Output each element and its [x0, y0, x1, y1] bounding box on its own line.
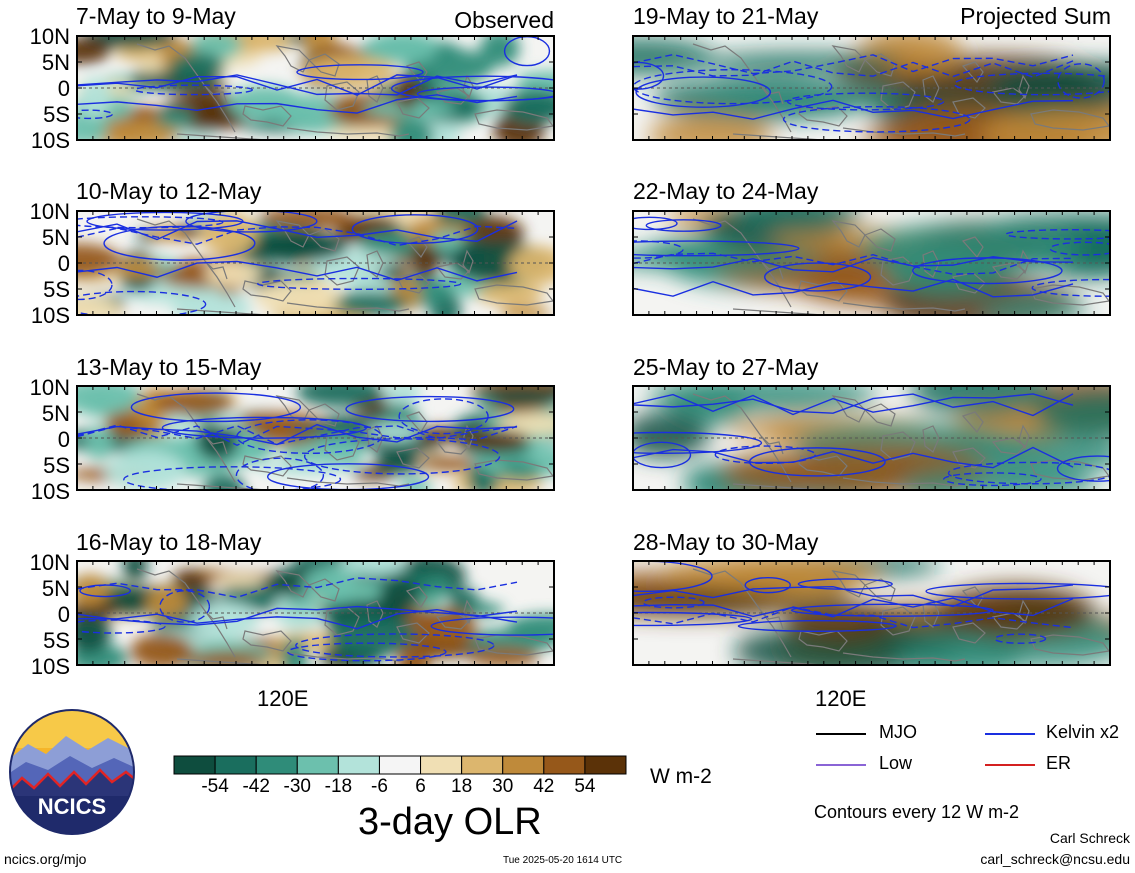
panel-title-obs-2: 10-May to 12-May: [76, 178, 262, 204]
ytick-p3-10n: 10N: [29, 375, 70, 400]
projected-panel-4: [632, 560, 1111, 666]
colorbar-swatch: [378, 755, 422, 775]
coastlines: [692, 43, 1110, 140]
legend-kelvin-line: [985, 733, 1035, 735]
legend-low-line: [816, 764, 866, 766]
ytick-p4-5n: 5N: [41, 576, 70, 601]
logo-text: NCICS: [38, 794, 106, 819]
colorbar-tick-label: -6: [371, 776, 388, 797]
ytick-p2-5s: 5S: [43, 277, 70, 302]
colorbar-swatch: [255, 755, 298, 775]
ytick-p2-10n: 10N: [29, 199, 70, 224]
colorbar-swatch: [296, 755, 339, 775]
panel-tag-projected: Projected Sum: [960, 3, 1111, 29]
kelvin-contours: [633, 53, 1110, 133]
ytick-p1-5s: 5S: [43, 102, 70, 127]
colorbar-tick-label: -30: [283, 776, 311, 797]
legend-kelvin-label: Kelvin x2: [1046, 722, 1120, 742]
colorbar-swatch: [502, 755, 545, 775]
ytick-p2-5n: 5N: [41, 225, 70, 250]
colorbar: [173, 755, 627, 775]
colorbar-swatch: [461, 755, 504, 775]
kelvin-contours: [633, 216, 1110, 298]
kelvin-contours: [77, 211, 518, 315]
ytick-p4-10s: 10S: [30, 654, 70, 679]
projected-panel-3: [632, 385, 1111, 491]
footer-url: ncics.org/mjo: [4, 851, 87, 867]
colorbar-tick-label: 6: [415, 776, 426, 797]
ytick-p1-10s: 10S: [30, 128, 70, 153]
ytick-p3-5s: 5S: [43, 453, 70, 478]
panel-title-obs-3: 13-May to 15-May: [76, 354, 262, 380]
projected-panel-1: [632, 35, 1111, 141]
ytick-p3-10s: 10S: [30, 479, 70, 504]
ytick-p1-0: 0: [57, 76, 70, 101]
colorbar-title: 3-day OLR: [358, 801, 542, 843]
colorbar-tick-label: 42: [533, 776, 555, 797]
panel-title-proj-3: 25-May to 27-May: [633, 354, 819, 380]
xtick-120e-right: 120E: [815, 686, 867, 711]
legend-er-label: ER: [1046, 753, 1072, 773]
colorbar-swatch: [584, 755, 627, 775]
footer-author: Carl Schreck: [1049, 830, 1130, 846]
kelvin-contours: [77, 392, 518, 490]
colorbar-tick-label: 54: [574, 776, 596, 797]
observed-panel-1: [76, 35, 555, 141]
colorbar-tick-label: 18: [451, 776, 473, 797]
panel-title-obs-1: 7-May to 9-May: [76, 3, 236, 29]
legend-contour-note: Contours every 12 W m-2: [814, 802, 1020, 822]
ytick-p4-10n: 10N: [29, 550, 70, 575]
footer-email: carl_schreck@ncsu.edu: [980, 851, 1130, 867]
colorbar-swatch: [173, 755, 216, 775]
panel-title-proj-2: 22-May to 24-May: [633, 178, 819, 204]
colorbar-swatch: [420, 755, 463, 775]
footer-timestamp: Tue 2025-05-20 1614 UTC: [503, 855, 623, 866]
ytick-p3-5n: 5N: [41, 401, 70, 426]
kelvin-contours: [77, 577, 554, 662]
colorbar-swatch: [543, 755, 586, 775]
ytick-p4-0: 0: [57, 602, 70, 627]
ncics-logo: NCICS: [9, 709, 135, 835]
panel-title-proj-1: 19-May to 21-May: [633, 3, 819, 29]
colorbar-tick-label: 30: [492, 776, 514, 797]
projected-panel-2: [632, 210, 1111, 316]
legend-er-line: [985, 764, 1035, 766]
observed-panel-3: [76, 385, 555, 491]
colorbar-swatch: [214, 755, 257, 775]
colorbar-tick-label: -54: [201, 776, 229, 797]
legend-low-label: Low: [879, 753, 913, 773]
kelvin-contours: [633, 561, 1110, 644]
legend-mjo-label: MJO: [879, 722, 917, 742]
ytick-p2-10s: 10S: [30, 303, 70, 328]
panel-title-proj-4: 28-May to 30-May: [633, 529, 819, 555]
ytick-p1-10n: 10N: [29, 24, 70, 49]
coastlines: [692, 393, 1110, 490]
panel-title-obs-4: 16-May to 18-May: [76, 529, 262, 555]
observed-panel-2: [76, 210, 555, 316]
xtick-120e-left: 120E: [257, 686, 309, 711]
ytick-p2-0: 0: [57, 251, 70, 276]
legend-mjo-line: [816, 733, 866, 735]
colorbar-tick-label: -18: [324, 776, 353, 797]
ytick-p1-5n: 5N: [41, 50, 70, 75]
ytick-p3-0: 0: [57, 427, 70, 452]
colorbar-tick-label: -42: [242, 776, 270, 797]
observed-panel-4: [76, 560, 555, 666]
colorbar-swatch: [337, 755, 380, 775]
ytick-p4-5s: 5S: [43, 628, 70, 653]
kelvin-contours: [633, 393, 1110, 487]
panel-tag-observed: Observed: [454, 7, 554, 33]
colorbar-units: W m-2: [650, 765, 712, 788]
kelvin-contours: [77, 36, 554, 120]
